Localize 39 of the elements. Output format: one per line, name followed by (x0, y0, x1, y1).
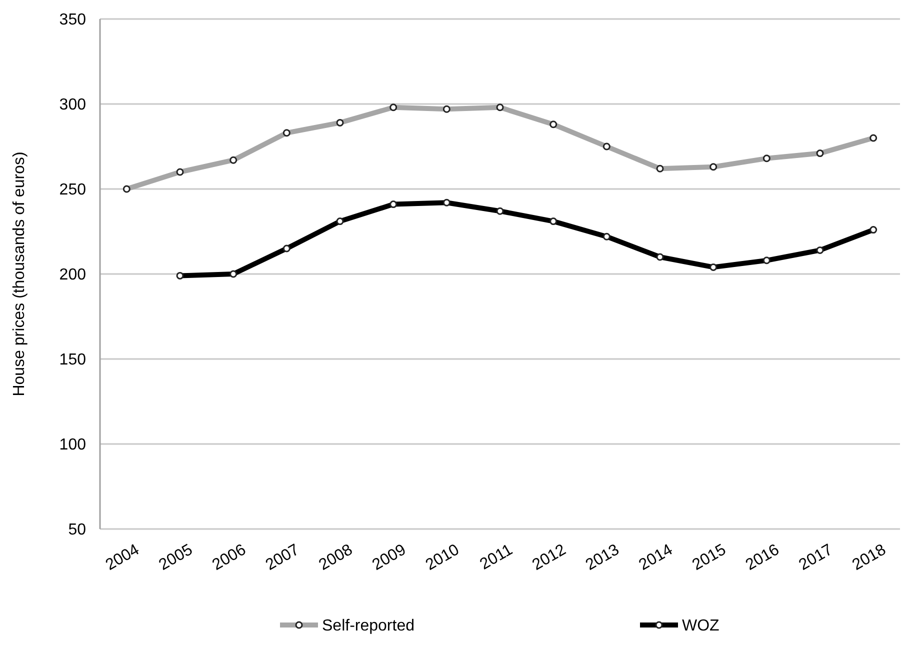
y-tick-label: 100 (59, 436, 86, 454)
x-tick-label: 2005 (156, 541, 196, 574)
x-tick-label: 2008 (316, 541, 356, 574)
point (442, 198, 450, 206)
point (230, 270, 238, 278)
point (336, 218, 344, 226)
point (496, 207, 504, 215)
x-tick-label: 2015 (690, 541, 730, 574)
point (282, 244, 290, 252)
y-tick-label: 50 (68, 522, 86, 539)
point (870, 226, 878, 234)
point (710, 263, 718, 271)
x-tick-label: 2017 (796, 541, 836, 574)
point (762, 256, 770, 264)
x-tick-label: 2011 (477, 541, 516, 574)
x-tick-label: 2009 (370, 541, 410, 574)
y-axis-title: House prices (thousands of euros) (11, 152, 28, 396)
x-tick-label: 2013 (582, 541, 622, 574)
y-tick-label: 200 (59, 266, 86, 284)
point (602, 232, 610, 240)
point (816, 246, 824, 254)
y-tick-label: 300 (59, 96, 86, 114)
x-tick-label: 2018 (850, 541, 890, 574)
x-tick-label: 2016 (742, 541, 782, 574)
x-tick-label: 2007 (262, 541, 302, 574)
legend-label: Self-reported (322, 618, 414, 635)
x-tick-label: 2004 (102, 541, 142, 574)
x-tick-label: 2012 (530, 541, 570, 574)
x-tick-label: 2014 (636, 541, 676, 574)
y-tick-label: 250 (59, 182, 86, 199)
x-tick-label: 2006 (210, 541, 250, 574)
legend-label: WOZ (682, 618, 720, 635)
point (656, 253, 664, 261)
y-tick-label: 350 (59, 12, 86, 29)
x-tick-label: 2010 (422, 541, 462, 574)
point (176, 272, 184, 280)
point (390, 200, 398, 208)
point (550, 218, 558, 226)
y-tick-label: 150 (59, 352, 86, 369)
